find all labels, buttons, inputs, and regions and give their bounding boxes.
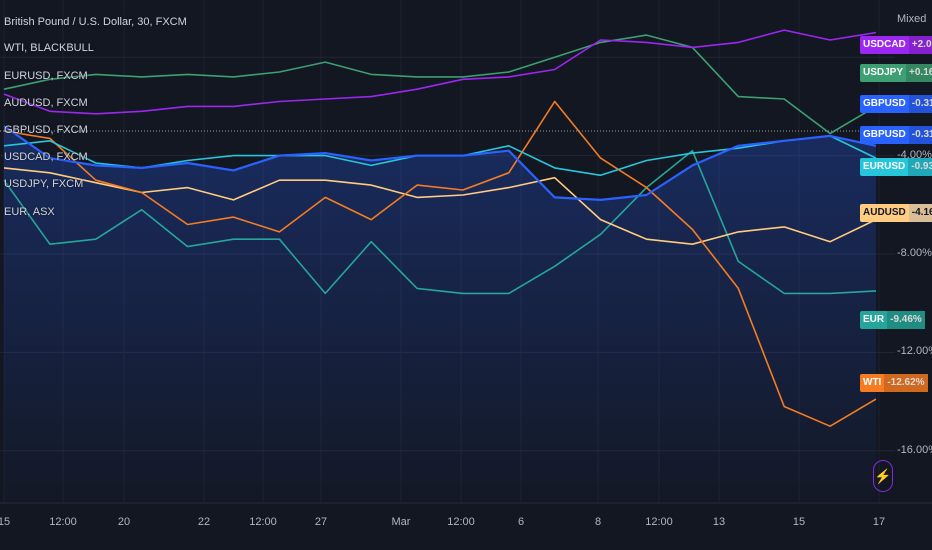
x-tick-label: 20: [117, 516, 131, 528]
y-tick-label: -8.00%: [897, 247, 932, 259]
x-tick-label: 12:00: [645, 516, 673, 528]
legend-item[interactable]: USDJPY, FXCM: [4, 178, 84, 190]
series-tag-name: AUDUSD: [860, 204, 909, 222]
series-tag-gbpusd-main: GBPUSD-0.31%: [860, 126, 932, 144]
x-tick-label: 8: [594, 516, 602, 528]
lightning-icon[interactable]: ⚡: [873, 460, 893, 492]
series-tag-value: +2.00%: [908, 36, 932, 54]
legend-item[interactable]: WTI, BLACKBULL: [4, 42, 94, 54]
x-tick-label: 15: [792, 516, 806, 528]
series-tag-value: -0.31%: [908, 126, 932, 144]
y-tick-label: -12.00%: [897, 345, 932, 358]
legend-item[interactable]: USDCAD, FXCM: [4, 151, 88, 163]
series-tag-name: GBPUSD: [860, 126, 909, 144]
series-line-usdcad: [3, 29, 877, 115]
series-tag-value: -0.93%: [908, 158, 932, 176]
legend-item[interactable]: EUR, ASX: [4, 206, 55, 218]
y-tick-label: -4.00%: [897, 148, 932, 161]
series-line-gbpusd: [3, 125, 877, 201]
y-tick-label: -16.00%: [897, 443, 932, 456]
series-lines: [3, 29, 877, 427]
series-line-audusd: [3, 167, 877, 245]
series-tag-name: GBPUSD: [860, 95, 909, 113]
series-tag-gbpusd: GBPUSD-0.31%: [860, 95, 932, 113]
x-tick-label: 13: [712, 516, 726, 528]
series-line-eur: [3, 149, 877, 295]
series-tag-value: -4.16%: [908, 204, 932, 222]
series-tag-value: +0.16%: [906, 64, 932, 82]
series-tag-usdcad: USDCAD+2.00%: [860, 36, 932, 54]
main-symbol-title[interactable]: British Pound / U.S. Dollar, 30, FXCM: [4, 16, 187, 28]
series-line-wti: [3, 100, 877, 427]
series-line-usdjpy: [3, 34, 877, 135]
x-tick-label: 27: [314, 516, 328, 528]
legend-item[interactable]: AUDUSD, FXCM: [4, 97, 88, 109]
scale-mode-label[interactable]: Mixed: [897, 13, 927, 25]
series-tag-name: EURUSD: [860, 158, 909, 176]
series-tag-value: -9.46%: [887, 311, 925, 329]
x-tick-label: 22: [197, 516, 211, 528]
x-tick-label: Mar: [391, 516, 411, 528]
series-tag-name: WTI: [860, 374, 885, 392]
x-tick-label: 15: [0, 516, 11, 528]
series-tag-usdjpy: USDJPY+0.16%: [860, 64, 932, 82]
x-tick-label: 12:00: [447, 516, 475, 528]
series-tag-audusd: AUDUSD-4.16%: [860, 204, 932, 222]
series-tag-name: USDJPY: [860, 64, 907, 82]
x-tick-label: 6: [517, 516, 525, 528]
series-tag-eurusd: EURUSD-0.93%: [860, 158, 932, 176]
series-tag-name: USDCAD: [860, 36, 909, 54]
series-tag-value: -12.62%: [884, 374, 928, 392]
legend-item[interactable]: EURUSD, FXCM: [4, 70, 88, 82]
gbpusd-area: [4, 126, 876, 500]
x-tick-label: 17: [872, 516, 886, 528]
series-tag-wti: WTI -12.62%: [860, 374, 928, 392]
legend-item[interactable]: GBPUSD, FXCM: [4, 124, 88, 136]
series-tag-name: EUR: [860, 311, 888, 329]
area-fill: [4, 126, 876, 500]
series-tag-eur: EUR -9.46%: [860, 311, 925, 329]
x-tick-label: 12:00: [49, 516, 77, 528]
x-tick-label: 12:00: [249, 516, 277, 528]
series-tag-value: -0.31%: [908, 95, 932, 113]
